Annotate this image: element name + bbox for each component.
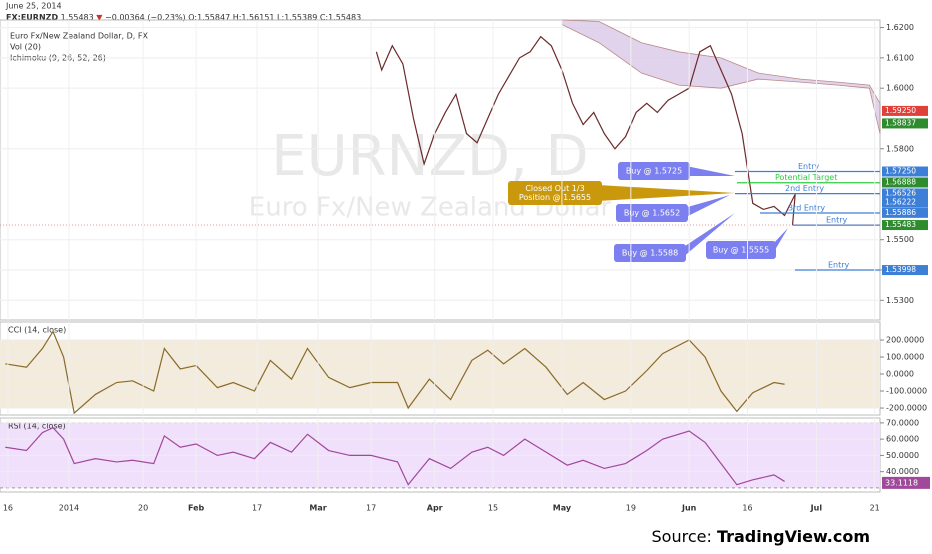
x-tick-label: 2014 xyxy=(59,504,79,513)
callout-text: Closed Out 1/3 xyxy=(525,184,584,193)
panel-title: RSI (14, close) xyxy=(8,422,66,431)
callout-text: Buy @ 1.5588 xyxy=(622,249,678,258)
callout-box xyxy=(616,204,688,222)
ichimoku-cloud xyxy=(561,19,881,134)
callout-text: Position @ 1.5655 xyxy=(519,193,591,202)
last: 1.55483 xyxy=(61,13,94,22)
x-tick-label: 16 xyxy=(3,504,13,513)
axis-marker-label: 1.56526 xyxy=(885,188,916,197)
callout-box xyxy=(706,241,776,259)
axis-marker xyxy=(882,166,928,177)
axis-marker xyxy=(882,177,928,188)
source-prefix: Source: xyxy=(652,527,712,546)
source: Source: TradingView.com xyxy=(652,527,870,546)
level-label: Entry xyxy=(826,216,848,225)
last-value-box xyxy=(882,476,930,489)
y-tick-label: 1.5500 xyxy=(886,235,914,244)
axis-marker xyxy=(882,220,928,231)
x-tick-label: 17 xyxy=(252,504,262,513)
y-tick-label: 200.0000 xyxy=(886,336,924,345)
axis-marker xyxy=(882,207,928,218)
axis-marker-label: 1.53998 xyxy=(885,265,916,274)
callout-text: Buy @ 1.5652 xyxy=(624,209,680,218)
y-tick-label: 1.6100 xyxy=(886,53,914,62)
close: C:1.55483 xyxy=(320,13,361,22)
arrow: ▼ xyxy=(96,13,103,22)
x-tick-label: 21 xyxy=(870,504,880,513)
level-label: Entry xyxy=(798,162,820,171)
open: O:1.55847 xyxy=(188,13,230,22)
axis-marker-label: 1.55483 xyxy=(885,220,916,229)
axis-marker-label: 1.55886 xyxy=(885,208,916,217)
x-tick-label: Apr xyxy=(427,504,443,513)
axis-marker-label: 1.58837 xyxy=(885,118,916,127)
callout-pointer xyxy=(598,185,735,201)
level-label: Potential Target xyxy=(775,173,837,182)
y-tick-label: 1.5800 xyxy=(886,144,914,153)
y-tick-label: 50.0000 xyxy=(886,451,919,460)
y-tick-label: 70.0000 xyxy=(886,418,919,427)
y-tick-label: 60.0000 xyxy=(886,435,919,444)
y-tick-label: 1.5300 xyxy=(886,296,914,305)
series-line xyxy=(375,35,796,226)
callout-box xyxy=(618,162,690,180)
low: L:1.55389 xyxy=(277,13,317,22)
axis-marker-label: 1.56888 xyxy=(885,177,916,186)
x-tick-label: Feb xyxy=(188,504,205,513)
x-tick-label: 16 xyxy=(742,504,752,513)
callout-pointer xyxy=(686,166,735,176)
y-tick-label: 100.0000 xyxy=(886,353,924,362)
series-line xyxy=(5,427,785,486)
callout-pointer xyxy=(684,195,730,218)
x-tick-label: Jul xyxy=(810,504,823,513)
legend-volume: Vol (20) xyxy=(10,43,41,52)
legend-instrument: Euro Fx/New Zealand Dollar, D, FX xyxy=(10,32,148,41)
axis-marker xyxy=(882,105,928,116)
axis-marker-label: 1.56222 xyxy=(885,198,916,207)
x-tick-label: 15 xyxy=(488,504,498,513)
panel-title: CCI (14, close) xyxy=(8,326,66,335)
source-site: TradingView.com xyxy=(717,527,870,546)
axis-marker-label: 1.57250 xyxy=(885,167,916,176)
change: −0.00364 (−0.23%) xyxy=(105,13,186,22)
x-tick-label: 17 xyxy=(366,504,376,513)
level-label: Entry xyxy=(828,261,850,270)
y-tick-label: 40.0000 xyxy=(886,467,919,476)
y-tick-label: 1.6200 xyxy=(886,23,914,32)
callout-box xyxy=(614,244,686,262)
callout-pointer xyxy=(682,213,735,258)
x-tick-label: 19 xyxy=(626,504,636,513)
callout-text: Buy @ 1.5725 xyxy=(626,167,682,176)
x-tick-label: 20 xyxy=(138,504,148,513)
axis-marker xyxy=(882,188,928,199)
axis-marker xyxy=(882,197,928,208)
y-tick-label: -100.0000 xyxy=(886,387,927,396)
level-label: 3rd Entry xyxy=(788,204,825,213)
watermark-symbol: EURNZD, D xyxy=(271,124,588,189)
callout-box xyxy=(508,181,602,205)
y-tick-label: 0.0000 xyxy=(886,370,914,379)
series-line xyxy=(5,330,785,415)
x-tick-label: Jun xyxy=(681,504,697,513)
axis-marker xyxy=(882,118,928,129)
axis-marker-label: 1.59250 xyxy=(885,106,916,115)
symbol: FX:EURNZD xyxy=(6,13,58,22)
panel-frame xyxy=(0,19,881,321)
y-tick-label: 1.6000 xyxy=(886,84,914,93)
y-tick-label: -200.0000 xyxy=(886,404,927,413)
quote-line: FX:EURNZD 1.55483 ▼ −0.00364 (−0.23%) O:… xyxy=(6,13,361,22)
x-tick-label: May xyxy=(553,504,572,513)
date: June 25, 2014 xyxy=(5,2,62,11)
high: H:1.56151 xyxy=(233,13,275,22)
axis-marker xyxy=(882,265,928,276)
last-value-label: 33.1118 xyxy=(885,478,918,487)
callout-text: Buy @ 1.5555 xyxy=(713,246,769,255)
x-tick-label: Mar xyxy=(309,504,326,513)
level-label: 2nd Entry xyxy=(785,184,824,193)
